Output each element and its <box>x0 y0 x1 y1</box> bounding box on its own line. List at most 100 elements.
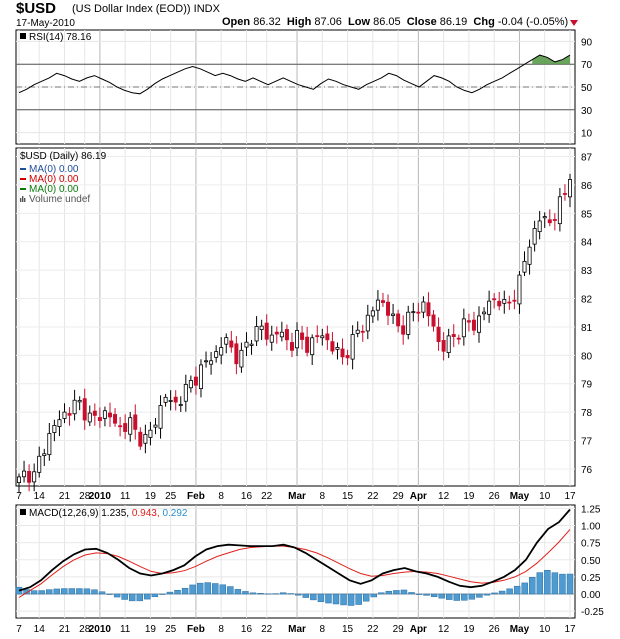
macd-histogram-bar <box>166 591 174 595</box>
candle-body <box>214 351 219 358</box>
macd-histogram-bar <box>400 589 408 595</box>
macd-histogram-bar <box>212 583 219 595</box>
macd-histogram-bar <box>181 587 189 595</box>
volume-legend-swatch <box>24 198 26 202</box>
macd-line <box>18 508 571 592</box>
macd-histogram-bar <box>430 593 438 598</box>
candle-body <box>487 300 492 315</box>
candle-body <box>249 343 254 346</box>
candle-body <box>92 410 97 416</box>
macd-histogram-bar <box>446 593 453 600</box>
candle-body <box>289 342 294 351</box>
rsi-line <box>18 54 571 95</box>
candle-body <box>411 311 416 314</box>
candle-body <box>27 470 32 483</box>
candle-body <box>380 300 385 303</box>
x-tick-label: 10 <box>539 624 551 635</box>
candle-body <box>259 325 264 331</box>
candle-body <box>158 405 163 429</box>
x-tick-label: Mar <box>288 491 306 502</box>
candle-body <box>355 329 360 334</box>
macd-histogram-bar <box>227 586 234 595</box>
close-value: 86.19 <box>439 16 468 28</box>
candle-body <box>406 311 411 335</box>
candle-body <box>32 471 37 483</box>
candle-body <box>97 417 102 421</box>
candle-body <box>568 179 573 198</box>
x-tick-label: 29 <box>393 624 405 635</box>
macd-histogram-bar <box>128 593 136 602</box>
candle-body <box>461 318 466 338</box>
candle-body <box>512 299 517 302</box>
x-tick-label: 8 <box>320 491 326 502</box>
candle-body <box>345 355 350 359</box>
candle-body <box>274 331 279 335</box>
macd-histogram-bar <box>347 593 355 606</box>
candle-body <box>300 332 305 340</box>
macd-histogram-bar <box>279 592 287 595</box>
x-tick-label: 11 <box>120 491 131 502</box>
candle-body <box>360 330 365 333</box>
x-tick-label: 15 <box>342 491 354 502</box>
macd-histogram-bar <box>378 592 385 595</box>
candle-body <box>229 340 234 348</box>
x-tick-label: 21 <box>59 624 71 635</box>
candle-body <box>118 425 123 428</box>
macd-histogram-bar <box>272 593 279 595</box>
candle-body <box>507 301 512 304</box>
x-tick-label: 28 <box>79 624 91 635</box>
price-tick-label: 83 <box>581 266 593 277</box>
x-tick-label: 17 <box>564 491 576 502</box>
macd-histogram-bar <box>113 593 121 598</box>
candle-body <box>396 313 401 327</box>
x-tick-label: 28 <box>79 491 91 502</box>
macd-histogram-bar <box>559 573 566 595</box>
candle-body <box>517 274 522 305</box>
x-tick-label: 2010 <box>89 491 112 502</box>
x-tick-label: 12 <box>438 624 450 635</box>
x-tick-label: 16 <box>241 491 253 502</box>
candle-body <box>335 347 340 350</box>
macd-histogram-bar <box>461 593 468 601</box>
macd-histogram-bar <box>53 588 60 595</box>
candle-body <box>62 411 67 419</box>
candle-body <box>492 298 497 301</box>
macd-tick-label: -0.25 <box>581 607 604 618</box>
candle-body <box>295 330 300 349</box>
x-tick-label: 7 <box>16 624 22 635</box>
macd-histogram-bar <box>536 572 544 595</box>
price-tick-label: 81 <box>581 323 593 334</box>
candle-body <box>173 396 178 403</box>
candle-body <box>386 301 391 316</box>
candle-body <box>522 260 527 273</box>
price-tick-label: 84 <box>581 238 593 249</box>
macd-histogram-bar <box>98 591 106 595</box>
x-tick-label: 10 <box>539 491 551 502</box>
macd-histogram-bar <box>242 591 249 595</box>
x-tick-label: 22 <box>367 624 379 635</box>
candle-body <box>123 423 128 432</box>
x-tick-label: 14 <box>34 491 46 502</box>
candle-body <box>239 349 244 368</box>
candle-body <box>113 414 118 424</box>
quote-summary: Open 86.32 High 87.06 Low 86.05 Close 86… <box>222 16 568 28</box>
candle-body <box>502 299 507 304</box>
candle-body <box>128 417 133 435</box>
candle-body <box>153 424 158 428</box>
macd-histogram-bar <box>325 593 332 604</box>
candle-body <box>527 246 532 265</box>
candle-body <box>67 413 72 416</box>
candle-body <box>77 400 82 403</box>
candle-body <box>219 347 224 356</box>
macd-legend-prefix: MACD(12,26,9) <box>29 508 101 519</box>
rsi-legend-label: RSI(14) 78.16 <box>29 32 92 43</box>
candle-body <box>269 334 274 343</box>
macd-histogram-bar <box>468 593 476 600</box>
macd-histogram-bar <box>144 593 151 600</box>
macd-tick-label: 1.25 <box>581 504 601 515</box>
macd-histogram-bar <box>415 593 423 595</box>
x-tick-label: 2010 <box>89 624 112 635</box>
candle-body <box>497 300 502 307</box>
macd-histogram-bar <box>204 582 211 595</box>
candle-body <box>391 313 396 316</box>
